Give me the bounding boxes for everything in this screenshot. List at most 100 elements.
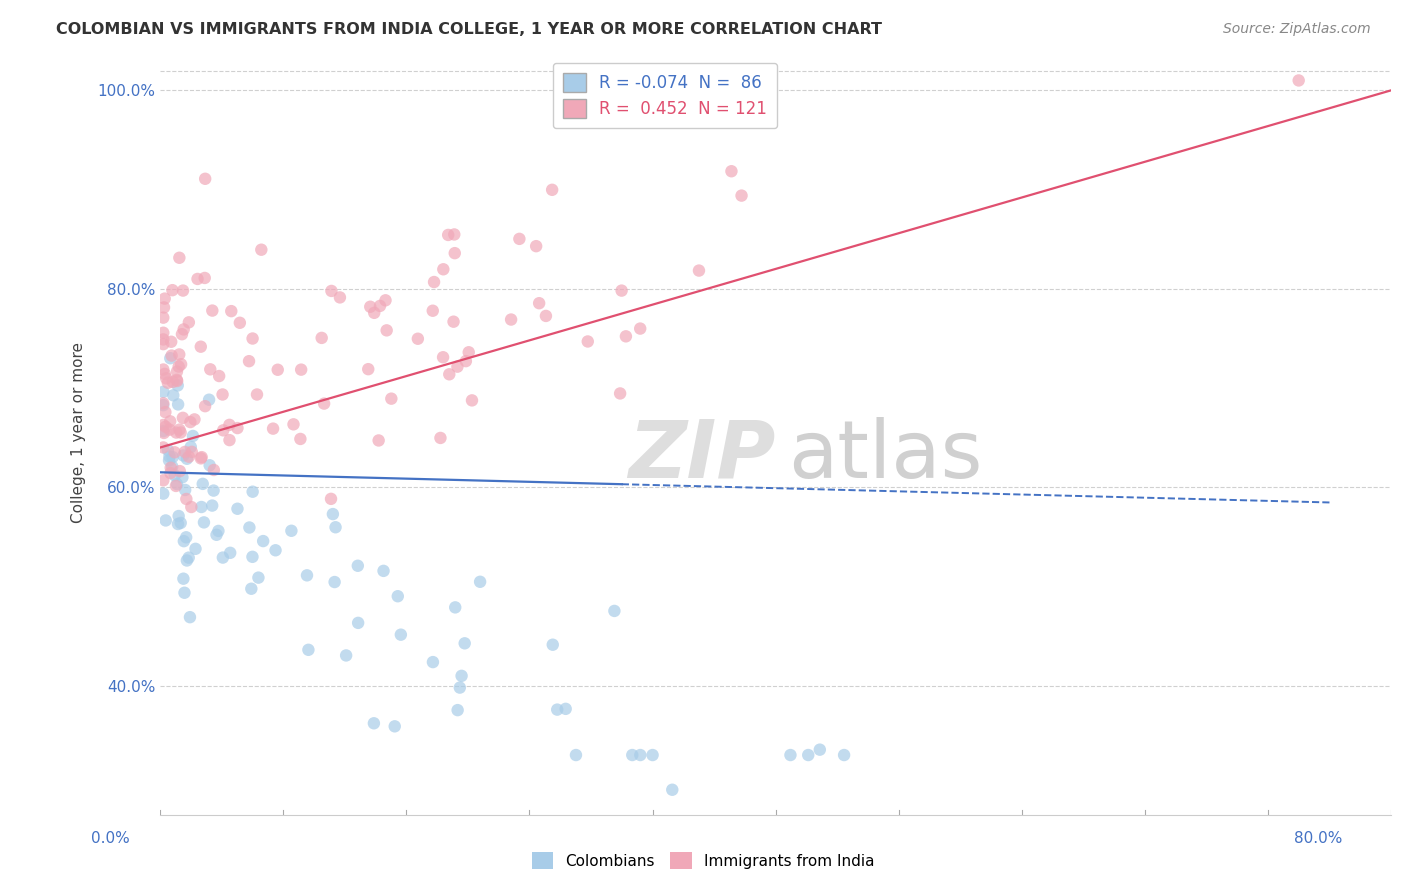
Point <box>226 501 249 516</box>
Point <box>688 263 710 277</box>
Point <box>202 483 225 498</box>
Point <box>347 615 370 630</box>
Point <box>603 604 626 618</box>
Point <box>432 351 454 365</box>
Point <box>387 589 409 603</box>
Y-axis label: College, 1 year or more: College, 1 year or more <box>72 343 86 523</box>
Point <box>229 316 252 330</box>
Point <box>454 636 477 650</box>
Point <box>174 445 197 459</box>
Point <box>159 450 181 464</box>
Point <box>211 387 233 401</box>
Point <box>628 747 651 762</box>
Point <box>169 423 191 437</box>
Point <box>461 393 484 408</box>
Point <box>319 491 342 506</box>
Point <box>172 449 194 463</box>
Point <box>180 445 202 459</box>
Point <box>190 451 212 466</box>
Point <box>152 398 174 412</box>
Point <box>226 421 249 435</box>
Point <box>211 550 233 565</box>
Point <box>153 292 176 306</box>
Point <box>242 332 264 346</box>
Point <box>166 373 188 387</box>
Point <box>389 628 412 642</box>
Point <box>160 349 183 363</box>
Point <box>172 572 194 586</box>
Point <box>170 327 193 342</box>
Legend: Colombians, Immigrants from India: Colombians, Immigrants from India <box>526 846 880 875</box>
Point <box>423 275 446 289</box>
Point <box>179 610 201 624</box>
Point <box>165 425 187 440</box>
Point <box>240 582 263 596</box>
Point <box>153 425 176 440</box>
Point <box>159 351 181 366</box>
Point <box>176 553 198 567</box>
Point <box>201 303 224 318</box>
Point <box>172 410 194 425</box>
Point <box>730 188 752 202</box>
Point <box>218 417 240 432</box>
Point <box>152 474 174 488</box>
Point <box>186 272 208 286</box>
Point <box>437 227 460 242</box>
Point <box>201 499 224 513</box>
Point <box>181 429 204 443</box>
Point <box>177 550 200 565</box>
Point <box>610 284 633 298</box>
Point <box>166 374 188 388</box>
Point <box>797 747 820 762</box>
Point <box>172 470 194 484</box>
Point <box>155 513 177 527</box>
Point <box>527 296 550 310</box>
Point <box>283 417 305 432</box>
Point <box>193 516 215 530</box>
Point <box>180 440 202 454</box>
Point <box>614 329 637 343</box>
Point <box>380 392 402 406</box>
Text: atlas: atlas <box>787 417 983 494</box>
Point <box>446 359 468 374</box>
Point <box>155 419 177 434</box>
Point <box>159 466 181 480</box>
Point <box>173 586 195 600</box>
Point <box>166 477 188 491</box>
Point <box>190 500 212 514</box>
Point <box>335 648 357 663</box>
Point <box>264 543 287 558</box>
Point <box>449 681 471 695</box>
Point <box>162 450 184 464</box>
Point <box>246 387 269 401</box>
Point <box>194 399 217 413</box>
Point <box>163 445 186 459</box>
Point <box>832 747 855 762</box>
Point <box>546 703 568 717</box>
Legend: R = -0.074  N =  86, R =  0.452  N = 121: R = -0.074 N = 86, R = 0.452 N = 121 <box>553 62 778 128</box>
Point <box>212 423 235 437</box>
Point <box>166 365 188 379</box>
Point <box>157 453 180 467</box>
Point <box>174 483 197 497</box>
Point <box>194 171 217 186</box>
Point <box>169 251 191 265</box>
Point <box>468 574 491 589</box>
Point <box>443 315 465 329</box>
Point <box>191 476 214 491</box>
Point <box>176 451 198 466</box>
Point <box>1288 73 1310 87</box>
Point <box>374 293 396 308</box>
Point <box>252 534 274 549</box>
Point <box>432 262 454 277</box>
Text: 0.0%: 0.0% <box>91 831 131 846</box>
Point <box>443 246 465 260</box>
Point <box>167 516 190 531</box>
Point <box>661 782 683 797</box>
Point <box>621 747 644 762</box>
Point <box>363 306 385 320</box>
Point <box>155 405 177 419</box>
Point <box>152 337 174 351</box>
Point <box>180 500 202 514</box>
Point <box>329 290 352 304</box>
